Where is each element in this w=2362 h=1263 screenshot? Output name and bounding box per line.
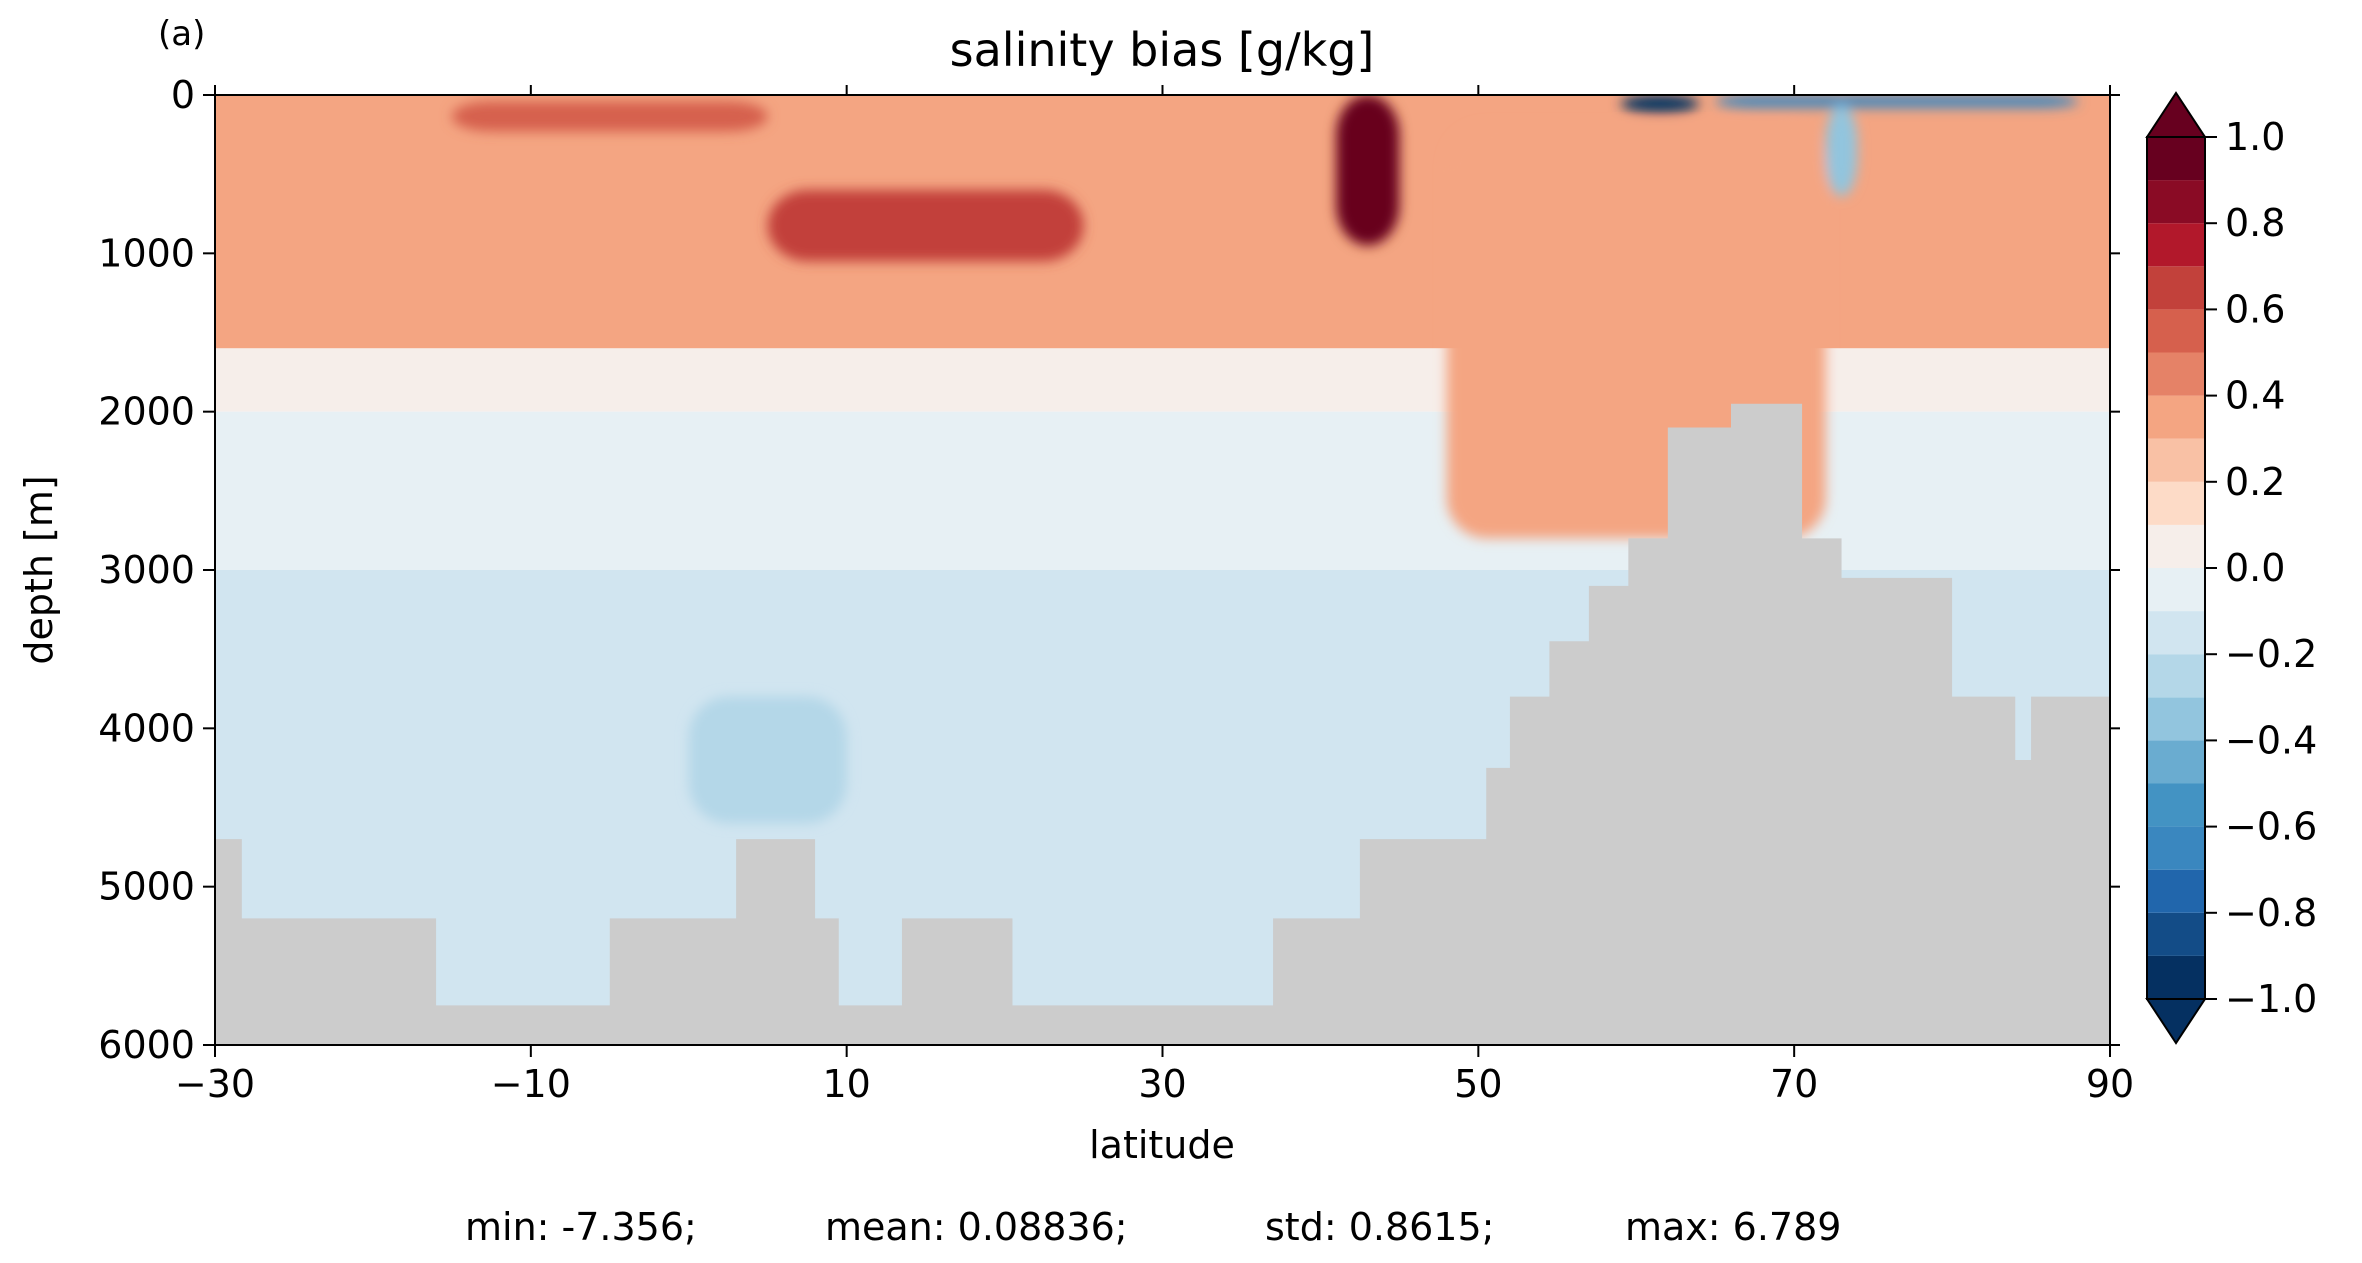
x-tick-label: 50 [1454, 1062, 1502, 1106]
anomaly-region [1825, 104, 1858, 197]
colorbar-segment [2147, 180, 2205, 224]
colorbar-segment [2147, 395, 2205, 439]
colorbar-segment [2147, 481, 2205, 525]
colorbar-tick-label: −0.8 [2225, 891, 2317, 935]
colorbar-tick-label: −1.0 [2225, 977, 2317, 1021]
colorbar-tick-label: 0.4 [2225, 374, 2285, 418]
chart-title: salinity bias [g/kg] [950, 23, 1375, 77]
stat-min: min: -7.356; [465, 1205, 697, 1249]
y-tick-label: 5000 [98, 865, 195, 909]
colorbar-tick-label: −0.4 [2225, 718, 2317, 762]
anomaly-region [1620, 95, 1700, 113]
colorbar-segment [2147, 826, 2205, 870]
colorbar-tick-label: −0.2 [2225, 632, 2317, 676]
colorbar-tick-label: 0.2 [2225, 460, 2285, 504]
y-tick-label: 0 [171, 73, 195, 117]
colorbar-segment [2147, 137, 2205, 181]
colorbar-segment [2147, 438, 2205, 482]
colorbar-tick-label: 0.8 [2225, 201, 2285, 245]
colorbar-tick-label: 0.0 [2225, 546, 2285, 590]
colorbar-segment [2147, 740, 2205, 784]
colorbar-segment [2147, 352, 2205, 396]
stat-std: std: 0.8615; [1265, 1205, 1494, 1249]
stat-max: max: 6.789 [1625, 1205, 1841, 1249]
stat-mean: mean: 0.08836; [825, 1205, 1128, 1249]
y-tick-label: 2000 [98, 390, 195, 434]
y-tick-label: 1000 [98, 231, 195, 275]
colorbar-segment [2147, 266, 2205, 310]
colorbar-extend-top [2145, 91, 2207, 138]
x-axis: −30 −10 10 30 50 70 90 [175, 85, 2134, 1106]
anomaly-region [767, 190, 1084, 262]
x-tick-label: 10 [822, 1062, 870, 1106]
colorbar-tick-label: 0.6 [2225, 287, 2285, 331]
anomaly-region [1336, 95, 1400, 246]
x-tick-label: 70 [1770, 1062, 1818, 1106]
colorbar-segment [2147, 654, 2205, 698]
colorbar-segment [2147, 912, 2205, 956]
colorbar-segment [2147, 955, 2205, 999]
panel-label: (a) [158, 14, 205, 54]
colorbar-segment [2147, 783, 2205, 827]
x-tick-label: 30 [1138, 1062, 1186, 1106]
colorbar-segment [2147, 611, 2205, 655]
y-tick-label: 3000 [98, 548, 195, 592]
colorbar-segment [2147, 869, 2205, 913]
colorbar: 1.0 0.8 0.6 0.4 0.2 0.0 −0.2 −0.4 −0.6 −0.8 −1.0 [2145, 91, 2317, 1045]
y-tick-label: 6000 [98, 1023, 195, 1067]
seafloor-bathymetry [215, 403, 2110, 1045]
x-tick-label: 90 [2086, 1062, 2134, 1106]
colorbar-extend-bottom [2145, 998, 2207, 1045]
colorbar-tick-label: 1.0 [2225, 115, 2285, 159]
stats-line: min: -7.356; mean: 0.08836; std: 0.8615;… [465, 1205, 1841, 1249]
y-axis: 0 1000 2000 3000 4000 5000 6000 [98, 73, 2120, 1067]
anomaly-region [688, 696, 847, 824]
colorbar-segment [2147, 524, 2205, 568]
y-axis-label: depth [m] [17, 475, 61, 664]
plot-area [215, 95, 2110, 1045]
colorbar-segment [2147, 223, 2205, 267]
x-axis-label: latitude [1089, 1123, 1235, 1167]
colorbar-tick-label: −0.6 [2225, 805, 2317, 849]
anomaly-region [451, 101, 768, 132]
x-tick-label: −10 [491, 1062, 571, 1106]
anomaly-region [1715, 95, 2079, 108]
colorbar-segment [2147, 697, 2205, 741]
y-tick-label: 4000 [98, 706, 195, 750]
colorbar-segment [2147, 309, 2205, 353]
colorbar-segment [2147, 568, 2205, 612]
x-tick-label: −30 [175, 1062, 255, 1106]
